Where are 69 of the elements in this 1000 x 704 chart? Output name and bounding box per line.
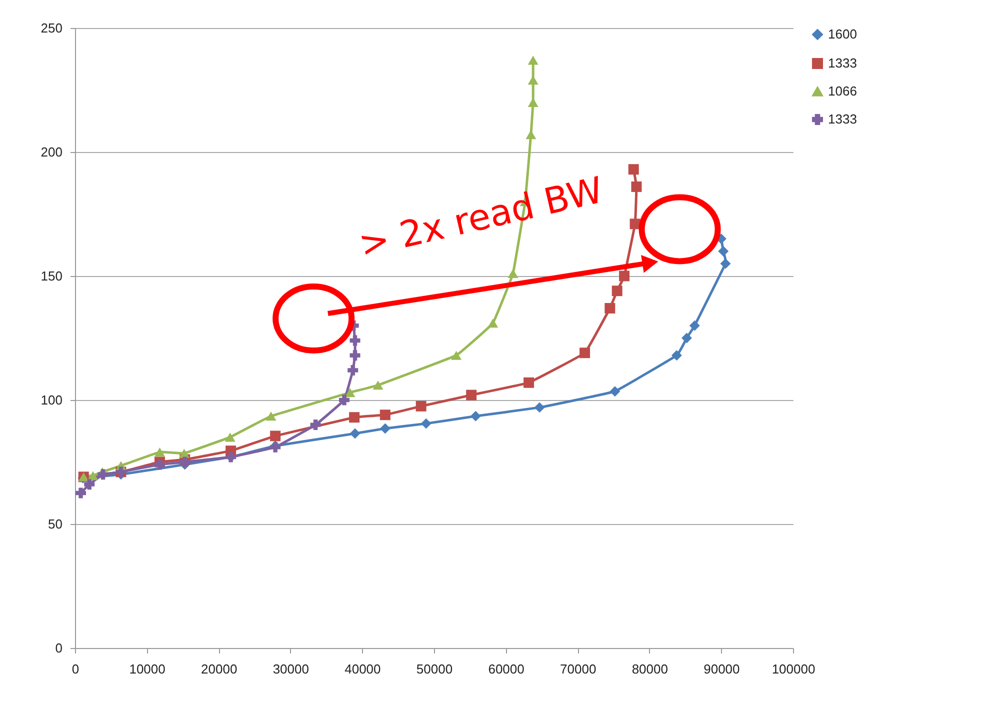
x-tick-label: 100000 xyxy=(772,662,816,676)
point xyxy=(350,428,360,439)
point xyxy=(488,318,498,328)
x-tick-label: 60000 xyxy=(488,662,524,676)
y-tick-label: 200 xyxy=(40,144,62,160)
point xyxy=(420,418,432,429)
point xyxy=(349,412,360,423)
y-tick-label: 100 xyxy=(40,392,62,408)
point xyxy=(671,350,682,361)
point xyxy=(451,350,462,360)
legend-label: 1600 xyxy=(828,26,857,42)
point xyxy=(524,377,534,388)
point xyxy=(619,270,630,282)
point xyxy=(84,479,95,490)
x-tick-label: 80000 xyxy=(632,662,668,676)
point xyxy=(224,432,236,442)
point xyxy=(628,164,639,175)
point xyxy=(604,302,616,314)
legend-label: 1333 xyxy=(828,56,857,70)
point xyxy=(98,469,108,480)
point xyxy=(339,394,350,406)
point xyxy=(266,412,276,421)
point xyxy=(380,423,390,434)
annotation: > 2x read BW xyxy=(355,170,607,266)
x-tick-label: 30000 xyxy=(272,662,309,676)
point xyxy=(630,218,640,230)
point xyxy=(610,386,620,397)
point xyxy=(348,364,358,376)
point xyxy=(508,268,518,278)
y-tick-label: 0 xyxy=(55,640,62,656)
point xyxy=(580,348,590,358)
point xyxy=(718,246,729,256)
point xyxy=(350,350,360,361)
point xyxy=(466,390,477,400)
point xyxy=(380,410,390,420)
point xyxy=(720,258,731,269)
point xyxy=(631,181,642,192)
point xyxy=(416,400,426,412)
point xyxy=(270,430,281,442)
point xyxy=(612,286,622,296)
x-tick-label: 10000 xyxy=(129,662,166,676)
point xyxy=(681,332,692,344)
y-tick-label: 50 xyxy=(48,516,62,532)
point xyxy=(526,130,536,140)
legend-label: 1066 xyxy=(828,84,857,98)
x-tick-label: 50000 xyxy=(416,662,453,676)
x-tick-label: 90000 xyxy=(704,662,740,676)
point xyxy=(76,488,86,498)
y-tick-label: 150 xyxy=(40,268,62,284)
point xyxy=(350,335,360,346)
point xyxy=(180,456,190,468)
legend-label: 1333 xyxy=(828,112,857,126)
point xyxy=(178,448,190,458)
point xyxy=(310,420,321,430)
point xyxy=(528,76,538,85)
point xyxy=(528,56,538,65)
point xyxy=(154,459,165,470)
y-tick-label: 250 xyxy=(40,20,62,36)
x-tick-label: 70000 xyxy=(560,662,596,676)
point xyxy=(470,410,481,422)
point xyxy=(344,388,356,398)
point xyxy=(372,380,384,390)
x-tick-label: 0 xyxy=(72,662,80,676)
point xyxy=(154,448,165,457)
x-tick-label: 20000 xyxy=(201,662,238,676)
point xyxy=(88,471,98,480)
point xyxy=(534,402,545,413)
point xyxy=(689,320,700,331)
x-tick-label: 40000 xyxy=(344,662,381,676)
